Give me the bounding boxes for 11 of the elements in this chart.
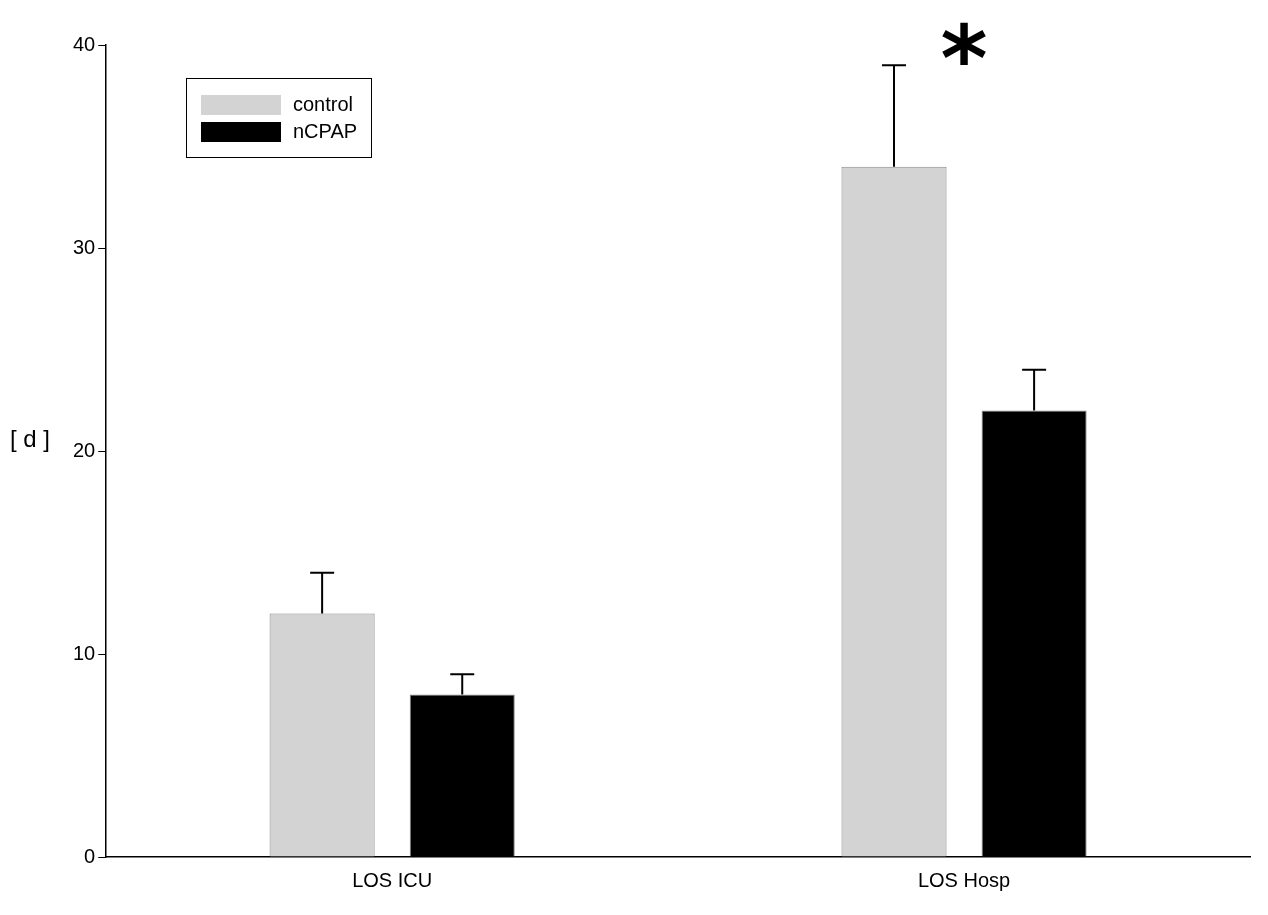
y-tick-label: 0 <box>84 844 96 867</box>
y-tick-label: 20 <box>73 438 96 461</box>
annotation: * <box>940 6 988 111</box>
y-tick-label: 30 <box>73 235 96 258</box>
x-tick-label: LOS ICU <box>352 868 433 891</box>
legend-label: nCPAP <box>293 120 358 143</box>
legend-label: control <box>293 93 354 116</box>
y-axis-title: [ d ] <box>10 425 51 453</box>
x-tick-label: LOS Hosp <box>917 868 1011 891</box>
y-tick-label: 40 <box>73 32 96 55</box>
y-tick-label: 10 <box>73 641 96 664</box>
